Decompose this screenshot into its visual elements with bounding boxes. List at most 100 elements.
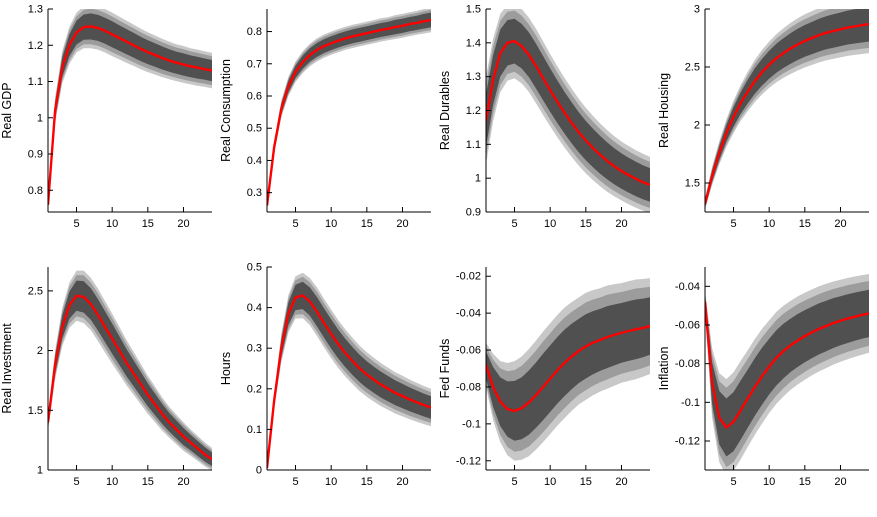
median-line	[705, 301, 869, 429]
inflation-chart: -0.12 -0.1 -0.08 -0.06 -0.04 5 10 15 20 Inflation	[657, 267, 869, 488]
x-tick-label: 20	[834, 476, 846, 488]
x-tick-label: 5	[511, 218, 517, 230]
y-tick-label: -0.1	[681, 397, 700, 409]
y-tick-label: 2	[37, 345, 43, 357]
median-line	[486, 39, 650, 187]
x-tick-label: 20	[615, 218, 627, 230]
y-tick-label: 1.1	[466, 139, 481, 151]
x-tick-label: 15	[361, 218, 373, 230]
y-tick-label: 0	[256, 465, 262, 477]
real-gdp-chart: 0.8 0.9 1 1.1 1.2 1.3 5 10 15 20 Real GDP	[0, 4, 212, 230]
band-group	[267, 9, 431, 210]
x-tick-label: 10	[106, 476, 118, 488]
subplot-inflation: -0.12 -0.1 -0.08 -0.06 -0.04 5 10 15 20 Inflation	[657, 258, 876, 516]
x-tick-label: 10	[544, 218, 556, 230]
band-group	[705, 274, 869, 470]
median-line	[267, 294, 431, 469]
hours-chart: 0 0.1 0.2 0.3 0.4 0.5 5 10 15 20 Hours	[219, 262, 431, 488]
x-tick-label: 5	[292, 476, 298, 488]
y-tick-label: -0.02	[456, 271, 481, 283]
x-tick-label: 20	[177, 218, 189, 230]
y-tick-label: 1.3	[28, 4, 43, 16]
subplot-real-housing: 1.5 2 2.5 3 5 10 15 20 Real Housing	[657, 0, 876, 258]
y-tick-label: -0.12	[675, 436, 700, 448]
x-tick-label: 5	[292, 218, 298, 230]
x-tick-label: 20	[177, 476, 189, 488]
x-tick-label: 20	[615, 476, 627, 488]
y-tick-label: 1.2	[466, 105, 481, 117]
band-inner	[267, 12, 431, 208]
y-tick-label: 0.1	[247, 424, 262, 436]
fed-funds-chart: -0.12 -0.1 -0.08 -0.06 -0.04 -0.02 5 10 15 20 Fed …	[438, 267, 650, 488]
median-line	[48, 25, 212, 205]
x-tick-label: 20	[396, 476, 408, 488]
median-line	[267, 18, 431, 206]
x-tick-label: 10	[763, 218, 775, 230]
y-axis-title: Fed Funds	[438, 339, 452, 399]
y-tick-label: -0.12	[456, 455, 481, 467]
y-axis-title: Real Investment	[0, 323, 14, 414]
y-tick-label: 0.6	[247, 91, 262, 103]
y-tick-label: 1.2	[28, 40, 43, 52]
y-tick-label: 1	[37, 112, 43, 124]
y-tick-label: 1.5	[28, 405, 43, 417]
x-tick-label: 5	[73, 476, 79, 488]
median-line	[705, 22, 869, 205]
y-tick-label: 0.8	[28, 185, 43, 197]
y-tick-label: 1.3	[466, 71, 481, 83]
real-consumption-chart: 0.3 0.4 0.5 0.6 0.7 0.8 5 10 15 20 Real Consumptio…	[219, 9, 431, 230]
y-axis-title: Real Consumption	[219, 59, 233, 162]
x-tick-label: 15	[799, 218, 811, 230]
band-inner	[48, 13, 212, 210]
y-tick-label: -0.1	[462, 418, 481, 430]
y-tick-label: 1.1	[28, 76, 43, 88]
band-mid	[267, 276, 431, 470]
y-tick-label: -0.08	[456, 381, 481, 393]
y-tick-label: 1	[37, 465, 43, 477]
x-tick-label: 5	[511, 476, 517, 488]
x-tick-label: 15	[142, 218, 154, 230]
band-outer	[705, 9, 869, 210]
median-line	[48, 294, 212, 461]
band-inner	[486, 18, 650, 202]
real-durables-chart: 0.9 1 1.1 1.2 1.3 1.4 1.5 5 10 15 20 Real Durables	[438, 4, 650, 230]
subplot-fed-funds: -0.12 -0.1 -0.08 -0.06 -0.04 -0.02 5 10 15 20 Fed …	[438, 258, 657, 516]
y-tick-label: 3	[694, 4, 700, 16]
subplot-real-investment: 1 1.5 2 2.5 5 10 15 20 Real Investment	[0, 258, 219, 516]
y-axis-title: Real GDP	[0, 82, 14, 138]
subplot-real-durables: 0.9 1 1.1 1.2 1.3 1.4 1.5 5 10 15 20 Real Durables	[438, 0, 657, 258]
y-tick-label: 0.5	[247, 123, 262, 135]
y-tick-label: 2	[694, 120, 700, 132]
y-tick-label: 2.5	[685, 62, 700, 74]
real-housing-chart: 1.5 2 2.5 3 5 10 15 20 Real Housing	[657, 4, 869, 230]
x-tick-label: 10	[544, 476, 556, 488]
x-tick-label: 5	[730, 218, 736, 230]
band-group	[486, 9, 650, 212]
y-axis-title: Inflation	[657, 347, 671, 391]
median-line	[486, 324, 650, 413]
x-tick-label: 5	[730, 476, 736, 488]
x-tick-label: 10	[325, 476, 337, 488]
band-inner	[48, 280, 212, 467]
subplot-real-gdp: 0.8 0.9 1 1.1 1.2 1.3 5 10 15 20 Real GDP	[0, 0, 219, 258]
y-tick-label: -0.04	[456, 308, 481, 320]
subplot-hours: 0 0.1 0.2 0.3 0.4 0.5 5 10 15 20 Hours	[219, 258, 438, 516]
y-tick-label: 0.7	[247, 58, 262, 70]
y-axis-title: Real Durables	[438, 71, 452, 150]
x-tick-label: 10	[325, 218, 337, 230]
y-tick-label: 0.3	[247, 343, 262, 355]
x-tick-label: 10	[106, 218, 118, 230]
x-tick-label: 15	[799, 476, 811, 488]
x-tick-label: 15	[580, 476, 592, 488]
y-tick-label: 1	[475, 173, 481, 185]
band-group	[48, 270, 212, 470]
y-tick-label: 0.8	[247, 26, 262, 38]
y-tick-label: 0.9	[466, 207, 481, 219]
x-tick-label: 20	[396, 218, 408, 230]
y-tick-label: 1.4	[466, 37, 481, 49]
band-group	[48, 9, 212, 212]
y-tick-label: 0.5	[247, 262, 262, 274]
band-group	[705, 9, 869, 210]
y-tick-label: 0.3	[247, 187, 262, 199]
